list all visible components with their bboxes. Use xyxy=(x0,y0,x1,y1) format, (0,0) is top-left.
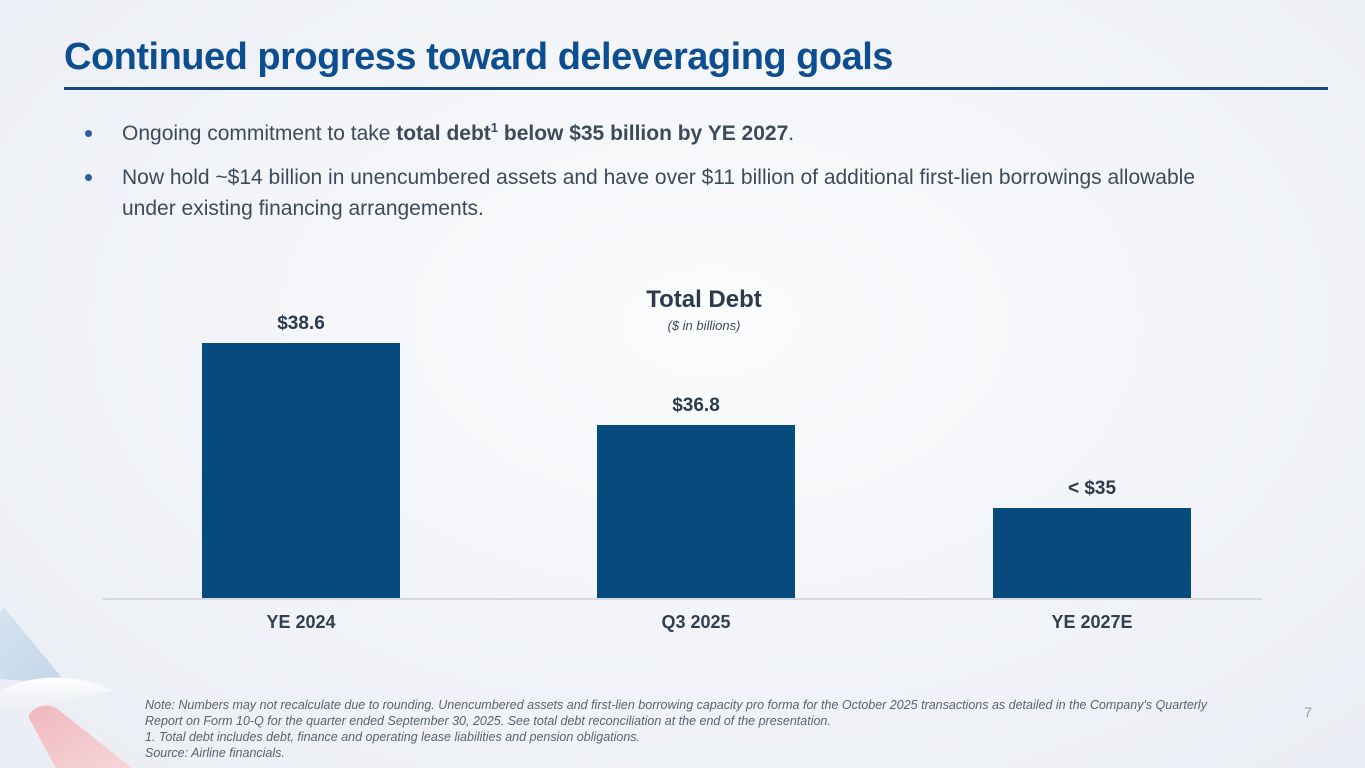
bar-ye2027e xyxy=(993,508,1191,600)
footnotes: Note: Numbers may not recalculate due to… xyxy=(145,697,1285,761)
bullet-item-1: Ongoing commitment to take total debt1 b… xyxy=(85,118,1245,149)
bar-group-ye2024: $38.6 xyxy=(202,270,400,600)
chart-subtitle: ($ in billions) xyxy=(667,318,741,333)
bar-group-q32025: $36.8 xyxy=(597,270,795,600)
bar-ye2024 xyxy=(202,343,400,600)
bullet-list: Ongoing commitment to take total debt1 b… xyxy=(85,118,1245,237)
corner-wing-decoration-icon xyxy=(0,606,133,768)
x-axis-line xyxy=(103,598,1262,600)
chart-title-block: Total Debt ($ in billions) xyxy=(504,286,904,333)
footnote-line: Source: Airline financials. xyxy=(145,746,285,760)
footnote-line: Note: Numbers may not recalculate due to… xyxy=(145,698,1207,712)
x-axis-label-ye2024: YE 2024 xyxy=(266,612,336,632)
bullet-1-bold2: below $35 billion by YE 2027 xyxy=(498,122,789,145)
footnote-line: 1. Total debt includes debt, finance and… xyxy=(145,730,641,744)
bullet-1-bold: total debt xyxy=(396,122,491,145)
bar-value-label: $36.8 xyxy=(672,395,720,416)
page-number: 7 xyxy=(1304,704,1312,720)
bullet-dot-icon xyxy=(85,174,92,181)
chart-title: Total Debt xyxy=(646,286,762,313)
bullet-dot-icon xyxy=(85,130,92,137)
bar-group-ye2027e: < $35 xyxy=(993,270,1191,600)
bullet-1-post: . xyxy=(788,122,795,145)
bar-value-label: $38.6 xyxy=(277,313,325,334)
x-axis-label-ye2027e: YE 2027E xyxy=(1051,612,1133,632)
bar-value-label: < $35 xyxy=(1067,478,1117,499)
bullet-1-pre: Ongoing commitment to take xyxy=(122,122,397,145)
bullet-2-text: Now hold ~$14 billion in unencumbered as… xyxy=(122,166,1196,220)
bar-q32025 xyxy=(597,425,795,600)
title-underline xyxy=(64,87,1328,90)
footnote-line: Report on Form 10-Q for the quarter ende… xyxy=(145,714,831,728)
bullet-1-text: Ongoing commitment to take total debt1 b… xyxy=(122,118,794,149)
bullet-item-2: Now hold ~$14 billion in unencumbered as… xyxy=(85,162,1245,224)
slide-title: Continued progress toward deleveraging g… xyxy=(64,36,893,78)
footnote-marker: 1 xyxy=(490,120,499,135)
x-axis-label-q32025: Q3 2025 xyxy=(661,612,731,632)
